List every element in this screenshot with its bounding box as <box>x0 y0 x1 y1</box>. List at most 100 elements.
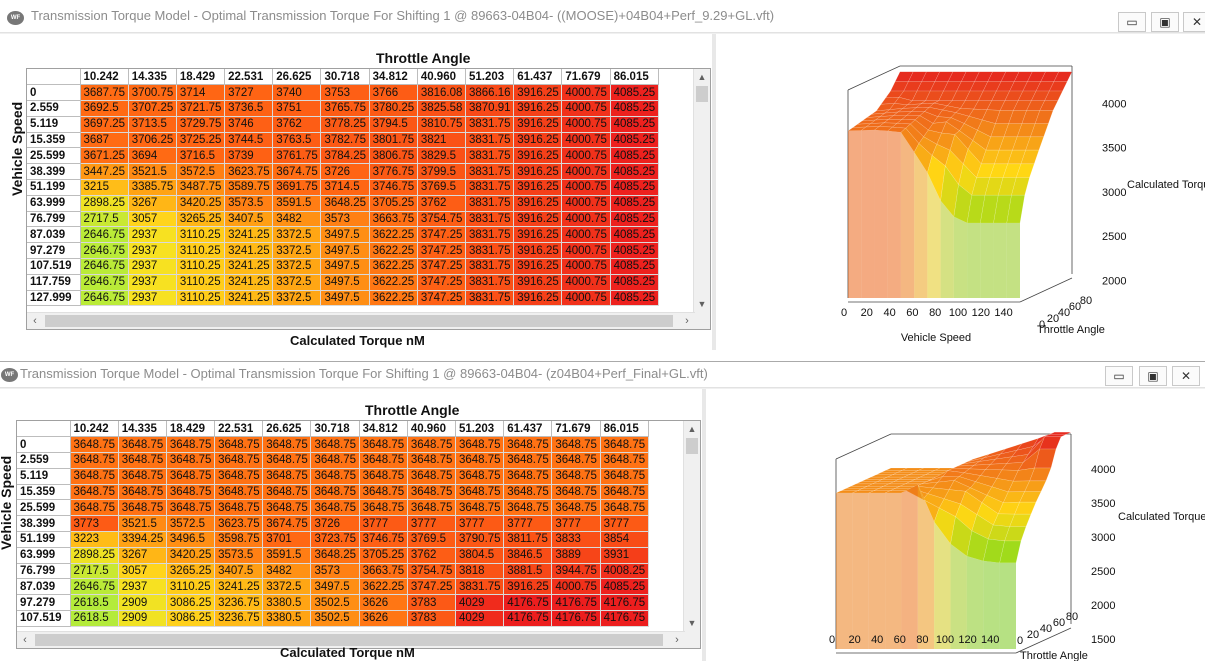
table-cell[interactable]: 3648.75 <box>214 452 264 469</box>
minimize-button[interactable]: ▭ <box>1105 366 1133 386</box>
table-cell[interactable]: 3783 <box>407 610 457 627</box>
row-header[interactable]: 117.759 <box>27 274 81 291</box>
table-cell[interactable]: 3648.75 <box>262 468 312 485</box>
table-cell[interactable]: 3747.25 <box>407 578 457 596</box>
table-cell[interactable]: 3804.5 <box>455 547 505 564</box>
table-cell[interactable]: 3241.25 <box>224 226 274 244</box>
table-cell[interactable]: 3818 <box>455 563 505 580</box>
table-cell[interactable]: 2618.5 <box>70 594 119 612</box>
table-cell[interactable]: 3648.75 <box>503 484 553 501</box>
table-cell[interactable]: 3648.75 <box>262 484 312 501</box>
table-cell[interactable]: 3589.75 <box>224 179 274 196</box>
scroll-right-icon[interactable]: › <box>685 315 689 327</box>
table-cell[interactable]: 3497.5 <box>320 258 370 275</box>
table-cell[interactable]: 3725.25 <box>176 132 226 149</box>
table-cell[interactable]: 3420.25 <box>176 195 226 212</box>
table-cell[interactable]: 3648.75 <box>600 499 649 517</box>
table-cell[interactable]: 4000.75 <box>561 84 611 102</box>
row-header[interactable]: 25.599 <box>27 147 81 165</box>
scroll-thumb[interactable] <box>35 634 663 646</box>
table-cell[interactable]: 3110.25 <box>166 578 216 596</box>
table-cell[interactable]: 3648.75 <box>455 452 505 469</box>
table-cell[interactable]: 3870.91 <box>465 100 515 117</box>
table-cell[interactable]: 2646.75 <box>80 226 129 244</box>
column-header[interactable]: 10.242 <box>70 421 119 438</box>
scroll-up-icon[interactable]: ▲ <box>697 72 707 82</box>
table-cell[interactable]: 3573 <box>320 211 370 228</box>
table-cell[interactable]: 3372.5 <box>272 258 322 275</box>
row-header[interactable]: 38.399 <box>17 515 71 533</box>
table-cell[interactable]: 3385.75 <box>128 179 177 196</box>
table-cell[interactable]: 3916.25 <box>513 226 563 244</box>
table-cell[interactable]: 3622.25 <box>369 290 418 307</box>
table-cell[interactable]: 3747.25 <box>417 258 467 275</box>
table-cell[interactable]: 4000.75 <box>561 274 611 291</box>
table-cell[interactable]: 3674.75 <box>272 163 322 181</box>
table-cell[interactable]: 3831.75 <box>465 242 515 260</box>
table-cell[interactable]: 3241.25 <box>224 242 274 260</box>
table-cell[interactable]: 3648.75 <box>407 468 457 485</box>
table-cell[interactable]: 4085.25 <box>610 132 659 149</box>
row-header[interactable]: 5.119 <box>27 116 81 133</box>
table-cell[interactable]: 3671.25 <box>80 147 129 165</box>
table-cell[interactable]: 3648.25 <box>310 547 360 564</box>
row-header[interactable]: 107.519 <box>27 258 81 275</box>
table-cell[interactable]: 3846.5 <box>503 547 553 564</box>
row-header[interactable]: 63.999 <box>27 195 81 212</box>
table-cell[interactable]: 3648.75 <box>262 452 312 469</box>
row-header[interactable]: 87.039 <box>17 578 71 596</box>
column-header[interactable]: 61.437 <box>503 421 553 438</box>
table-cell[interactable]: 3265.25 <box>166 563 216 580</box>
table-cell[interactable]: 3777 <box>407 515 457 533</box>
table-cell[interactable]: 4000.75 <box>561 147 611 165</box>
row-header[interactable]: 127.999 <box>27 290 81 307</box>
table-cell[interactable]: 3648.75 <box>455 499 505 517</box>
table-cell[interactable]: 3648.75 <box>359 436 408 454</box>
table-cell[interactable]: 4000.75 <box>561 290 611 307</box>
column-header[interactable]: 40.960 <box>417 69 467 86</box>
table-cell[interactable]: 4085.25 <box>610 274 659 291</box>
table-cell[interactable]: 3648.75 <box>118 468 167 485</box>
table-cell[interactable]: 3521.5 <box>118 515 167 533</box>
column-header[interactable]: 40.960 <box>407 421 457 438</box>
table-cell[interactable]: 3806.75 <box>369 147 418 165</box>
table-cell[interactable]: 4176.75 <box>551 594 601 612</box>
column-header[interactable]: 71.679 <box>551 421 601 438</box>
scroll-thumb[interactable] <box>696 86 708 102</box>
table-cell[interactable]: 3763.5 <box>272 132 322 149</box>
table-cell[interactable]: 3648.25 <box>320 195 370 212</box>
table-cell[interactable]: 3648.75 <box>310 484 360 501</box>
table-cell[interactable]: 3916.25 <box>513 116 563 133</box>
table-cell[interactable]: 3761.75 <box>272 147 322 165</box>
table-cell[interactable]: 4085.25 <box>610 147 659 165</box>
table-cell[interactable]: 3831.75 <box>465 179 515 196</box>
table-cell[interactable]: 3482 <box>272 211 322 228</box>
table-cell[interactable]: 3648.75 <box>407 436 457 454</box>
row-header[interactable]: 15.359 <box>27 132 81 149</box>
table-cell[interactable]: 3762 <box>417 195 467 212</box>
table-cell[interactable]: 3746.75 <box>359 531 408 548</box>
column-header[interactable]: 71.679 <box>561 69 611 86</box>
table-cell[interactable]: 3648.75 <box>166 499 216 517</box>
table-cell[interactable]: 4085.25 <box>610 290 659 307</box>
table-cell[interactable]: 3110.25 <box>176 290 226 307</box>
table-cell[interactable]: 2646.75 <box>80 242 129 260</box>
table-cell[interactable]: 3648.75 <box>503 452 553 469</box>
table-cell[interactable]: 3916.25 <box>513 258 563 275</box>
table-cell[interactable]: 3707.25 <box>128 100 177 117</box>
table-cell[interactable]: 3648.75 <box>551 499 601 517</box>
table-cell[interactable]: 3265.25 <box>176 211 226 228</box>
table-cell[interactable]: 3726 <box>320 163 370 181</box>
row-header[interactable]: 5.119 <box>17 468 71 485</box>
table-cell[interactable]: 4000.75 <box>561 242 611 260</box>
table-cell[interactable]: 3241.25 <box>224 290 274 307</box>
table-cell[interactable]: 3626 <box>359 594 408 612</box>
row-header[interactable]: 107.519 <box>17 610 71 627</box>
table-cell[interactable]: 3762 <box>407 547 457 564</box>
column-header[interactable]: 86.015 <box>600 421 649 438</box>
table-cell[interactable]: 2717.5 <box>80 211 129 228</box>
table-cell[interactable]: 2717.5 <box>70 563 119 580</box>
table-cell[interactable]: 3831.75 <box>465 147 515 165</box>
table-cell[interactable]: 3110.25 <box>176 274 226 291</box>
table-cell[interactable]: 3736.5 <box>224 100 274 117</box>
